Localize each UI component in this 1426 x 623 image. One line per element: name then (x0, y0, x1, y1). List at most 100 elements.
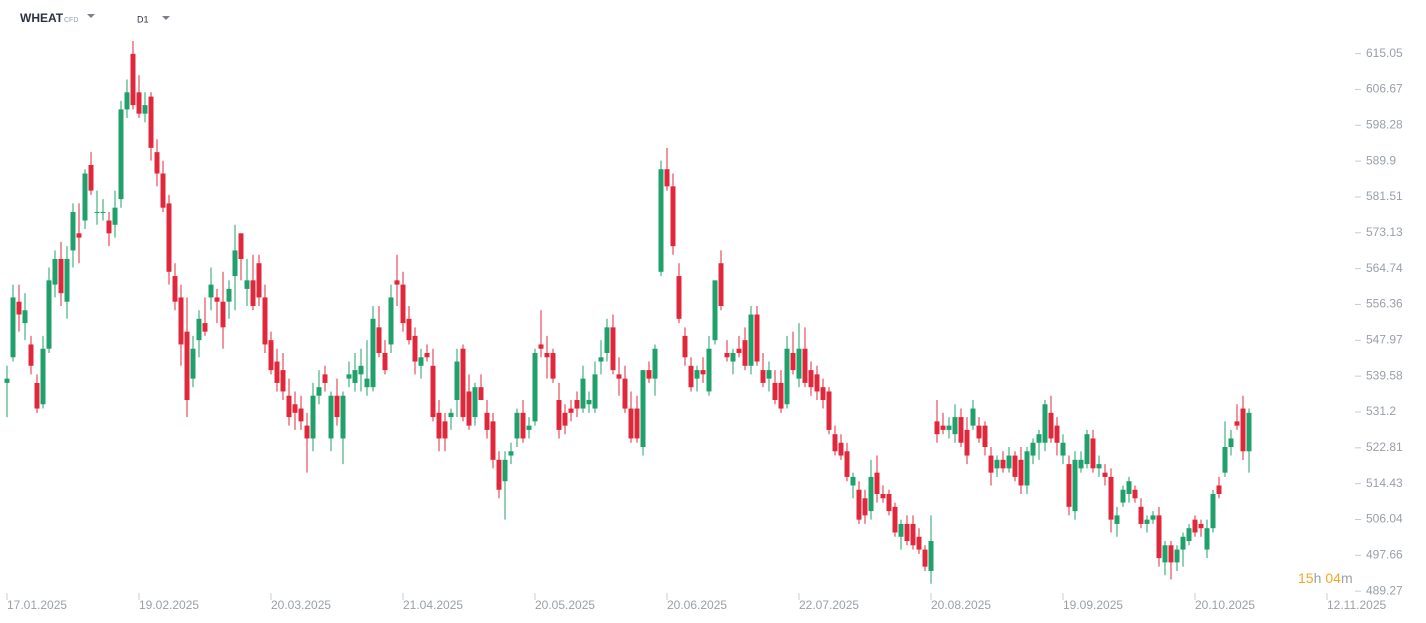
candle-body (496, 459, 502, 490)
candle-body (238, 233, 244, 259)
candle-body (832, 434, 838, 452)
candle-body (490, 421, 496, 460)
candle-body (256, 263, 262, 298)
candle-body (538, 344, 544, 349)
symbol[interactable]: WHEAT (20, 11, 64, 25)
candle-body (1012, 455, 1018, 477)
candle-body (844, 451, 850, 477)
y-tick-label: 522.81 (1366, 440, 1403, 454)
candle-body (1234, 421, 1240, 426)
candle-body (964, 429, 970, 456)
candle-body (1072, 459, 1078, 512)
candle-body (1156, 515, 1162, 559)
candle-body (1168, 545, 1174, 563)
candle-body (796, 348, 802, 379)
candle-body (394, 280, 400, 285)
candle-body (988, 455, 994, 473)
candle-body (940, 425, 946, 430)
candle-body (22, 310, 28, 324)
candle-body (106, 220, 112, 234)
candle-body (268, 340, 274, 371)
candle-body (82, 173, 88, 221)
candle-body (280, 370, 286, 392)
candle-body (1054, 425, 1060, 443)
candle-body (220, 301, 226, 328)
candle-body (916, 536, 922, 550)
candle-body (898, 523, 904, 537)
candle-body (250, 280, 256, 306)
candle-body (322, 374, 328, 383)
candle-body (286, 395, 292, 418)
candle-body (208, 284, 214, 298)
y-tick-label: 489.27 (1366, 583, 1403, 597)
candle-body (880, 494, 886, 499)
candle-body (772, 382, 778, 400)
timeframe-dropdown[interactable] (162, 16, 170, 20)
candle-body (124, 92, 130, 110)
candle-body (556, 400, 562, 430)
candle-body (700, 370, 706, 375)
candle-body (46, 280, 52, 349)
candle-body (130, 53, 136, 106)
timeframe[interactable]: D1 (137, 14, 149, 24)
y-tick-label: 581.51 (1366, 189, 1403, 203)
x-tick-label: 20.05.2025 (535, 598, 595, 612)
candle-body (1228, 438, 1234, 448)
candle-body (142, 105, 148, 114)
candle-body (1246, 412, 1252, 452)
candle-body (688, 365, 694, 388)
candle-body (526, 425, 532, 430)
x-tick-label: 21.04.2025 (403, 598, 463, 612)
candle-body (1186, 528, 1192, 542)
y-tick-label: 514.43 (1366, 476, 1403, 490)
candle-body (580, 378, 586, 409)
candle-body (112, 207, 118, 225)
candle-body (88, 164, 94, 191)
candle-body (1204, 528, 1210, 550)
candle-body (1132, 489, 1138, 499)
candle-body (1108, 476, 1114, 520)
candle-body (946, 425, 952, 430)
candle-body (790, 352, 796, 371)
candle-body (472, 387, 478, 418)
candle-body (712, 280, 718, 341)
candle-body (706, 348, 712, 392)
candle-body (214, 297, 220, 302)
candle-body (1036, 434, 1042, 443)
candle-body (514, 412, 520, 439)
candle-body (670, 186, 676, 247)
candle-body (532, 352, 538, 422)
candle-body (520, 412, 526, 439)
symbol-dropdown[interactable] (87, 14, 95, 18)
candle-body (826, 391, 832, 430)
candle-body (370, 318, 376, 388)
y-tick-label: 564.74 (1366, 261, 1403, 275)
candle-body (4, 378, 10, 383)
candle-body (562, 412, 568, 426)
candle-body (1216, 485, 1222, 495)
x-tick-label: 17.01.2025 (7, 598, 67, 612)
candle-body (136, 92, 142, 114)
candle-body (778, 382, 784, 409)
y-tick-label: 589.9 (1366, 153, 1396, 167)
candle-body (970, 408, 976, 426)
y-tick-label: 547.97 (1366, 332, 1403, 346)
candle-body (958, 417, 964, 443)
candle-body (784, 348, 790, 405)
candle-body (118, 109, 124, 200)
candle-body (484, 412, 490, 430)
y-tick-label: 556.36 (1366, 297, 1403, 311)
candle-body (604, 327, 610, 353)
y-tick-label: 531.2 (1366, 404, 1396, 418)
x-tick-label: 20.10.2025 (1195, 598, 1255, 612)
candle-body (652, 348, 658, 379)
candle-body (1078, 459, 1084, 469)
candle-body (196, 318, 202, 341)
candle-body (724, 352, 730, 358)
candle-body (922, 549, 928, 567)
candle-body (64, 258, 70, 302)
candle-body (400, 284, 406, 324)
candle-body (502, 459, 508, 482)
timer: 15h 04m (1298, 570, 1353, 586)
